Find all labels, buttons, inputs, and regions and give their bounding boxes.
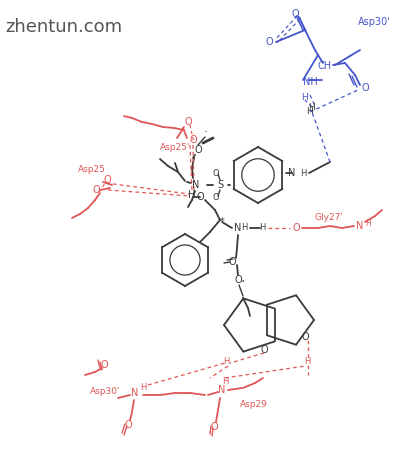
Text: H: H [299,168,306,177]
Text: O: O [228,257,235,267]
Text: NH: NH [302,77,316,87]
Text: O: O [360,83,368,93]
Text: zhentun.com: zhentun.com [5,18,122,36]
Text: O: O [292,223,299,233]
Text: *: * [219,217,224,227]
Text: H: H [240,224,247,233]
Text: O: O [194,145,201,155]
Text: O: O [212,193,219,202]
Text: O: O [100,360,107,370]
Text: N: N [192,180,199,190]
Text: ·: · [240,275,245,289]
Text: O: O [184,117,191,127]
Text: ·: · [203,126,207,140]
Text: N: N [218,385,225,395]
Text: H: H [258,224,265,233]
Text: Asp30': Asp30' [90,387,120,396]
Text: Asp25: Asp25 [78,166,105,175]
Text: N: N [234,223,241,233]
Text: O: O [265,37,272,47]
Text: CH: CH [317,61,331,71]
Text: Gly27': Gly27' [314,213,343,222]
Text: H: H [188,190,195,200]
Text: H: H [364,219,370,228]
Text: O: O [212,168,219,177]
Text: Asp25': Asp25' [160,144,190,153]
Text: S: S [217,180,223,190]
Text: N: N [288,168,295,178]
Text: O: O [300,332,308,342]
Text: O: O [290,9,298,19]
Text: N: N [355,221,363,231]
Text: O: O [103,175,111,185]
Text: H: H [306,108,313,117]
Text: H: H [303,357,310,366]
Text: Asp29: Asp29 [239,400,267,410]
Text: H: H [222,357,229,366]
Text: O: O [210,422,217,432]
Text: O: O [189,135,196,145]
Text: O: O [234,275,241,285]
Text: O: O [92,185,99,195]
Text: N: N [131,388,138,398]
Text: O: O [259,345,267,355]
Text: Asp30': Asp30' [357,17,390,27]
Text: H: H [308,104,315,112]
Text: H: H [221,378,228,387]
Text: H: H [301,94,308,103]
Text: O: O [124,420,132,430]
Text: O: O [196,192,203,202]
Text: H: H [140,383,146,392]
